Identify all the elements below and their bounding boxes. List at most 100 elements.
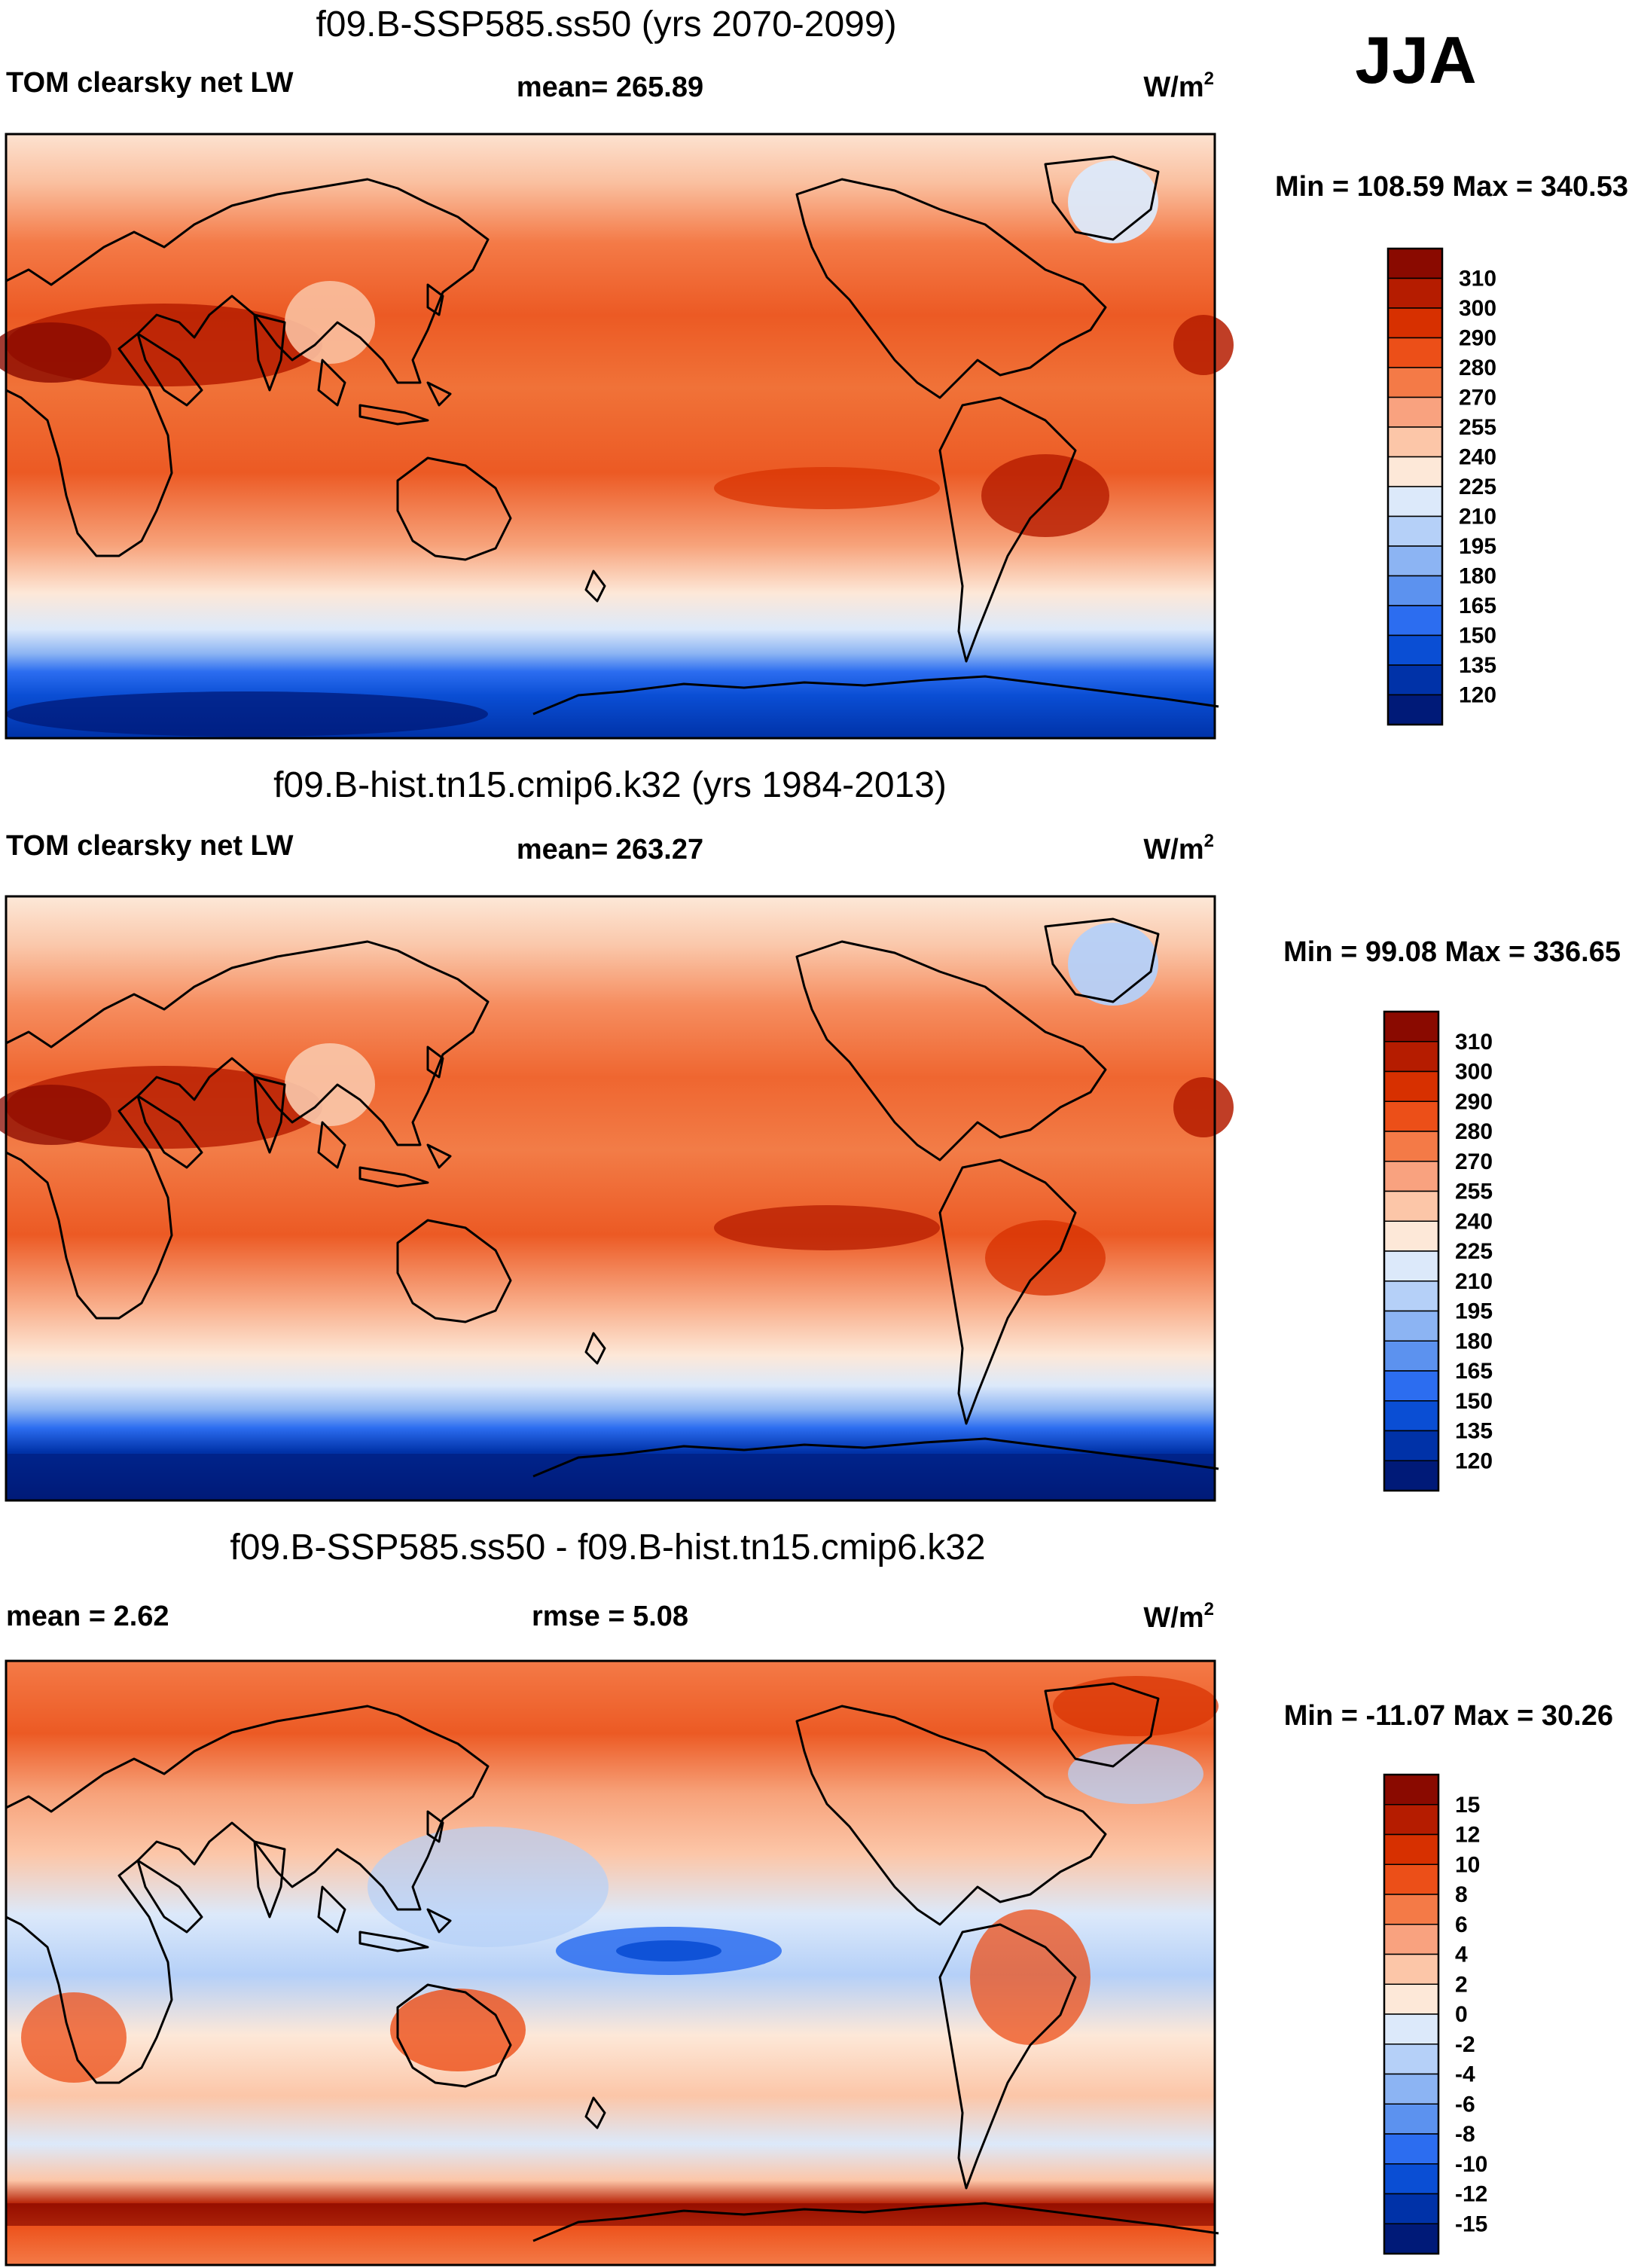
colorbar-label-1-5: 255 <box>1459 415 1496 440</box>
colorbar-label-3-12: -10 <box>1455 2152 1487 2177</box>
colorbar-label-1-4: 270 <box>1459 386 1496 411</box>
colorbar-label-3-0: 15 <box>1455 1793 1480 1818</box>
colorbar-box-2-0 <box>1383 1011 1439 1042</box>
panel-1-frame <box>5 133 1216 740</box>
colorbar-label-2-13: 135 <box>1455 1419 1493 1444</box>
panel-3-pacific-core <box>616 1940 721 1961</box>
colorbar-box-3-7 <box>1383 1983 1439 2015</box>
colorbar-box-1-7 <box>1387 456 1443 487</box>
colorbar-box-3-1 <box>1383 1804 1439 1836</box>
colorbar-box-2-10 <box>1383 1310 1439 1342</box>
panel-3-africa-high <box>21 1992 127 2083</box>
panel-3-units: W/m2 <box>1143 1599 1214 1634</box>
colorbar-box-1-6 <box>1387 426 1443 458</box>
colorbar-label-1-14: 120 <box>1459 683 1496 708</box>
panel-2-hotspot-pacific <box>714 1205 940 1250</box>
colorbar-box-3-14 <box>1383 2193 1439 2224</box>
panel-3-minmax: Min = -11.07 Max = 30.26 <box>1284 1700 1613 1732</box>
colorbar-box-2-1 <box>1383 1041 1439 1073</box>
colorbar-box-3-11 <box>1383 2103 1439 2135</box>
panel-2-hotspot-sahara-core <box>0 1085 111 1145</box>
colorbar-label-3-2: 10 <box>1455 1852 1480 1877</box>
colorbar-label-2-2: 290 <box>1455 1089 1493 1114</box>
colorbar-box-2-2 <box>1383 1070 1439 1102</box>
panel-2-title: f09.B-hist.tn15.cmip6.k32 (yrs 1984-2013… <box>273 765 947 805</box>
colorbar-label-3-13: -12 <box>1455 2182 1487 2207</box>
colorbar-box-1-4 <box>1387 367 1443 398</box>
colorbar-label-2-1: 300 <box>1455 1060 1493 1085</box>
panel-1-minmax: Min = 108.59 Max = 340.53 <box>1275 171 1628 203</box>
colorbar-label-2-9: 195 <box>1455 1299 1493 1324</box>
panel-1-antarctic-low <box>6 691 488 737</box>
panel-3-map <box>5 1659 1220 2266</box>
panel-1-hotspot-amazon <box>981 454 1109 537</box>
colorbar-box-2-3 <box>1383 1100 1439 1132</box>
colorbar-frame-1 <box>1386 247 1444 726</box>
colorbar-box-3-5 <box>1383 1924 1439 1955</box>
panel-1-field <box>6 134 1215 738</box>
colorbar-label-3-8: -2 <box>1455 2032 1475 2057</box>
panel-3-left-label: mean = 2.62 <box>6 1601 169 1632</box>
panel-1-left-label: TOM clearsky net LW <box>6 67 294 99</box>
colorbar-box-3-12 <box>1383 2133 1439 2165</box>
panel-3-colorbar: 15 12 10 8 6 4 2 0 -2 -4 -6 -8 -10 -12 -15 <box>1383 1773 1487 2255</box>
colorbar-label-3-5: 4 <box>1455 1943 1468 1967</box>
panel-2-map <box>0 895 1234 1502</box>
colorbar-box-2-13 <box>1383 1400 1439 1432</box>
colorbar-label-1-0: 310 <box>1459 267 1496 292</box>
colorbar-box-1-5 <box>1387 396 1443 428</box>
colorbar-box-2-12 <box>1383 1370 1439 1402</box>
colorbar-label-3-10: -6 <box>1455 2092 1475 2117</box>
colorbar-box-1-15 <box>1387 694 1443 725</box>
panel-2-left-label: TOM clearsky net LW <box>6 830 294 862</box>
colorbar-label-2-12: 150 <box>1455 1389 1493 1414</box>
colorbar-label-2-8: 210 <box>1455 1269 1493 1294</box>
panel-3-maritime-low <box>368 1827 609 1947</box>
colorbar-box-3-4 <box>1383 1894 1439 1925</box>
colorbar-frame-2 <box>1383 1010 1440 1492</box>
colorbar-label-1-12: 150 <box>1459 624 1496 649</box>
panel-1-hotspot-sahara-core <box>0 322 111 383</box>
panel-2-mean: mean= 263.27 <box>517 834 703 865</box>
panel-3-australia-high <box>390 1989 526 2071</box>
colorbar-box-1-9 <box>1387 515 1443 547</box>
colorbar-label-3-9: -4 <box>1455 2062 1475 2087</box>
colorbar-label-3-4: 6 <box>1455 1912 1468 1937</box>
colorbar-box-2-8 <box>1383 1250 1439 1282</box>
colorbar-box-1-13 <box>1387 634 1443 666</box>
colorbar-box-2-7 <box>1383 1220 1439 1252</box>
panel-2-greenland-fill <box>1068 923 1158 1006</box>
panel-2-colorbar: 310 300 290 280 270 255 240 225 210 195 180 165 150 1… <box>1383 1010 1493 1492</box>
colorbar-box-3-6 <box>1383 1953 1439 1985</box>
colorbar-label-3-6: 2 <box>1455 1972 1468 1997</box>
colorbar-frame-3 <box>1383 1773 1440 2255</box>
panel-2-hotspot-amazon <box>985 1220 1106 1296</box>
colorbar-box-2-9 <box>1383 1281 1439 1312</box>
colorbar-box-3-10 <box>1383 2073 1439 2105</box>
colorbar-box-2-11 <box>1383 1340 1439 1372</box>
panel-1: f09.B-SSP585.ss50 (yrs 2070-2099) TOM cl… <box>0 5 1628 740</box>
panel-3-atlantic-low <box>1068 1744 1203 1804</box>
panel-2-units: W/m2 <box>1143 831 1214 865</box>
panel-1-hotspot-pacific <box>714 467 940 509</box>
colorbar-box-1-3 <box>1387 337 1443 368</box>
colorbar-label-2-11: 165 <box>1455 1359 1493 1384</box>
colorbar-box-1-2 <box>1387 307 1443 339</box>
colorbar-box-2-6 <box>1383 1190 1439 1222</box>
colorbar-label-1-11: 165 <box>1459 594 1496 618</box>
colorbar-box-1-8 <box>1387 486 1443 517</box>
colorbar-label-1-7: 225 <box>1459 475 1496 499</box>
colorbar-label-2-4: 270 <box>1455 1149 1493 1174</box>
colorbar-box-2-15 <box>1383 1460 1439 1491</box>
colorbar-label-2-3: 280 <box>1455 1119 1493 1144</box>
panel-1-mean: mean= 265.89 <box>517 72 703 103</box>
colorbar-label-1-13: 135 <box>1459 653 1496 678</box>
colorbar-box-1-1 <box>1387 277 1443 309</box>
colorbar-label-3-1: 12 <box>1455 1823 1480 1848</box>
panel-3-arctic-high <box>1053 1676 1219 1736</box>
colorbar-label-2-14: 120 <box>1455 1448 1493 1473</box>
colorbar-box-1-11 <box>1387 575 1443 606</box>
colorbar-label-1-6: 240 <box>1459 445 1496 470</box>
panel-3: f09.B-SSP585.ss50 - f09.B-hist.tn15.cmip… <box>5 1528 1613 2266</box>
